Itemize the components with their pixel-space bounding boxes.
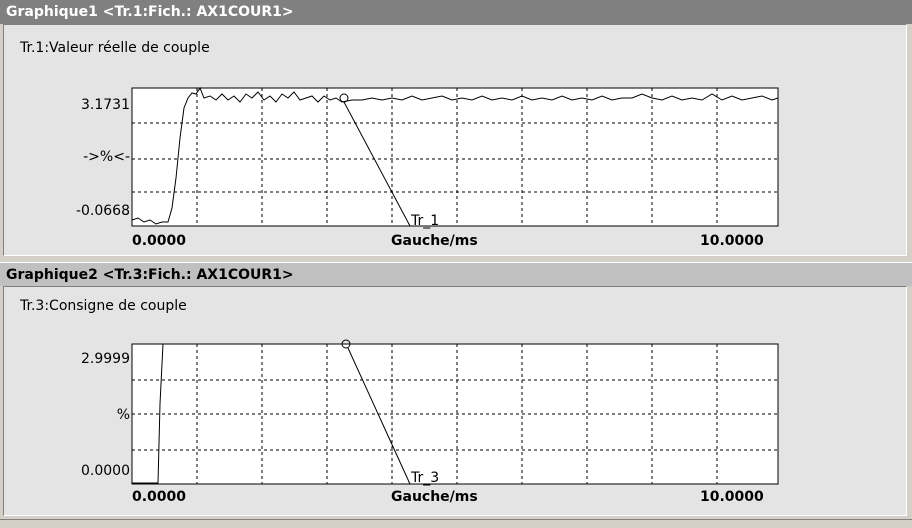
bottom-edge bbox=[0, 519, 912, 528]
graph1-plot[interactable]: Tr_1 bbox=[131, 86, 779, 229]
graph1-cursor-leader bbox=[343, 101, 411, 227]
graph1-y-top-label: 3.1731 bbox=[81, 97, 130, 113]
graph2-cursor-leader bbox=[347, 347, 411, 485]
graph2-plot[interactable]: Tr_3 bbox=[131, 339, 779, 486]
graph2-subtitle: Tr.3:Consigne de couple bbox=[20, 298, 187, 314]
graph1-panel: Tr.1:Valeur réelle de couple 3.1731 ->%<… bbox=[3, 24, 907, 256]
graph2-y-mid-label: % bbox=[116, 407, 130, 423]
graph2-x-right-label: 10.0000 bbox=[700, 489, 764, 505]
graph2-x-mid-label: Gauche/ms bbox=[391, 489, 478, 505]
graph2-titlebar[interactable]: Graphique2 <Tr.3:Fich.: AX1COUR1> bbox=[0, 262, 912, 286]
graph1-trace-line bbox=[131, 86, 779, 225]
graph1-x-right-label: 10.0000 bbox=[700, 233, 764, 249]
graph1-x-mid-label: Gauche/ms bbox=[391, 233, 478, 249]
graph1-y-mid-label: ->%<- bbox=[83, 149, 130, 165]
graph2-trace-line bbox=[132, 343, 778, 484]
graph1-trace-label: Tr_1 bbox=[410, 213, 439, 229]
graph2-x-left-label: 0.0000 bbox=[132, 489, 187, 505]
graph1-subtitle: Tr.1:Valeur réelle de couple bbox=[20, 40, 210, 56]
graph1-y-bottom-label: -0.0668 bbox=[75, 203, 130, 219]
graph1-title: Graphique1 <Tr.1:Fich.: AX1COUR1> bbox=[6, 4, 294, 20]
graph2-trace-label: Tr_3 bbox=[410, 470, 439, 486]
graph2-y-bottom-label: 0.0000 bbox=[81, 463, 130, 479]
graph2-title: Graphique2 <Tr.3:Fich.: AX1COUR1> bbox=[6, 267, 294, 283]
graph2-cursor-marker bbox=[341, 339, 351, 349]
graph1-x-left-label: 0.0000 bbox=[132, 233, 187, 249]
graph2-panel: Tr.3:Consigne de couple 2.9999 % 0.0000 … bbox=[3, 286, 907, 516]
graph1-titlebar[interactable]: Graphique1 <Tr.1:Fich.: AX1COUR1> bbox=[0, 0, 912, 24]
graph2-y-top-label: 2.9999 bbox=[81, 351, 130, 367]
